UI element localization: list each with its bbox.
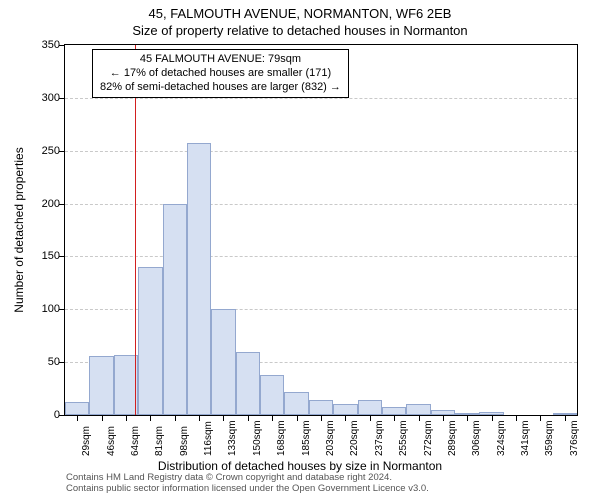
x-tick-label: 98sqm bbox=[179, 426, 190, 456]
x-tick-label: 220sqm bbox=[349, 420, 360, 456]
y-tick-label: 350 bbox=[20, 39, 60, 51]
y-tick-mark bbox=[59, 45, 64, 46]
x-tick-mark bbox=[492, 416, 493, 421]
histogram-bar bbox=[479, 412, 503, 415]
histogram-bar bbox=[333, 404, 357, 415]
footer-line2: Contains public sector information licen… bbox=[66, 483, 429, 494]
histogram-bar bbox=[187, 143, 211, 415]
y-tick-mark bbox=[59, 309, 64, 310]
y-tick-label: 100 bbox=[20, 303, 60, 315]
x-tick-mark bbox=[102, 416, 103, 421]
x-tick-label: 46sqm bbox=[106, 426, 117, 456]
histogram-bar bbox=[260, 375, 284, 415]
x-tick-label: 81sqm bbox=[154, 426, 165, 456]
plot-inner bbox=[65, 45, 577, 415]
histogram-bar bbox=[138, 267, 162, 415]
y-tick-mark bbox=[59, 362, 64, 363]
y-tick-label: 300 bbox=[20, 92, 60, 104]
x-axis-label: Distribution of detached houses by size … bbox=[0, 459, 600, 473]
y-tick-mark bbox=[59, 256, 64, 257]
x-tick-mark bbox=[516, 416, 517, 421]
x-tick-label: 376sqm bbox=[569, 420, 580, 456]
marker-line bbox=[135, 45, 136, 415]
plot-area bbox=[64, 44, 578, 416]
chart-title-line1: 45, FALMOUTH AVENUE, NORMANTON, WF6 2EB bbox=[0, 0, 600, 21]
histogram-bar bbox=[65, 402, 89, 415]
x-tick-label: 359sqm bbox=[544, 420, 555, 456]
x-tick-label: 255sqm bbox=[398, 420, 409, 456]
y-axis-label: Number of detached properties bbox=[12, 147, 26, 312]
x-tick-label: 237sqm bbox=[374, 420, 385, 456]
x-tick-mark bbox=[443, 416, 444, 421]
x-tick-mark bbox=[223, 416, 224, 421]
y-tick-label: 250 bbox=[20, 145, 60, 157]
histogram-bar bbox=[236, 352, 260, 415]
x-tick-label: 168sqm bbox=[276, 420, 287, 456]
x-tick-label: 341sqm bbox=[520, 420, 531, 456]
gridline-h bbox=[65, 204, 577, 205]
histogram-bar bbox=[211, 309, 235, 415]
y-tick-label: 150 bbox=[20, 250, 60, 262]
x-tick-label: 289sqm bbox=[447, 420, 458, 456]
y-tick-mark bbox=[59, 415, 64, 416]
histogram-bar bbox=[406, 404, 430, 415]
histogram-bar bbox=[163, 204, 187, 415]
x-tick-mark bbox=[467, 416, 468, 421]
histogram-bar bbox=[89, 356, 113, 415]
annotation-line3: 82% of semi-detached houses are larger (… bbox=[100, 81, 341, 95]
x-tick-mark bbox=[77, 416, 78, 421]
x-tick-mark bbox=[565, 416, 566, 421]
x-tick-label: 306sqm bbox=[471, 420, 482, 456]
x-tick-mark bbox=[540, 416, 541, 421]
x-tick-mark bbox=[175, 416, 176, 421]
x-tick-mark bbox=[126, 416, 127, 421]
x-tick-mark bbox=[419, 416, 420, 421]
chart-title-line2: Size of property relative to detached ho… bbox=[0, 21, 600, 38]
x-tick-mark bbox=[394, 416, 395, 421]
annotation-line2: ← 17% of detached houses are smaller (17… bbox=[100, 67, 341, 81]
y-tick-mark bbox=[59, 204, 64, 205]
x-tick-label: 185sqm bbox=[301, 420, 312, 456]
gridline-h bbox=[65, 151, 577, 152]
annotation-box: 45 FALMOUTH AVENUE: 79sqm ← 17% of detac… bbox=[92, 49, 349, 98]
footer-attribution: Contains HM Land Registry data © Crown c… bbox=[66, 472, 429, 495]
histogram-bar bbox=[431, 410, 455, 415]
y-tick-label: 0 bbox=[20, 409, 60, 421]
chart-container: 45, FALMOUTH AVENUE, NORMANTON, WF6 2EB … bbox=[0, 0, 600, 500]
x-tick-mark bbox=[272, 416, 273, 421]
x-tick-label: 29sqm bbox=[81, 426, 92, 456]
y-tick-label: 200 bbox=[20, 198, 60, 210]
histogram-bar bbox=[382, 407, 406, 415]
histogram-bar bbox=[553, 413, 577, 415]
x-tick-mark bbox=[345, 416, 346, 421]
gridline-h bbox=[65, 256, 577, 257]
x-tick-mark bbox=[297, 416, 298, 421]
histogram-bar bbox=[455, 413, 479, 415]
x-tick-mark bbox=[370, 416, 371, 421]
y-tick-mark bbox=[59, 151, 64, 152]
x-tick-mark bbox=[248, 416, 249, 421]
y-tick-label: 50 bbox=[20, 356, 60, 368]
histogram-bar bbox=[309, 400, 333, 415]
x-tick-mark bbox=[321, 416, 322, 421]
x-tick-label: 133sqm bbox=[227, 420, 238, 456]
x-tick-label: 150sqm bbox=[252, 420, 263, 456]
y-tick-mark bbox=[59, 98, 64, 99]
x-tick-label: 272sqm bbox=[423, 420, 434, 456]
x-tick-label: 64sqm bbox=[130, 426, 141, 456]
x-tick-label: 324sqm bbox=[496, 420, 507, 456]
histogram-bar bbox=[284, 392, 308, 415]
annotation-line1: 45 FALMOUTH AVENUE: 79sqm bbox=[100, 53, 341, 67]
histogram-bar bbox=[358, 400, 382, 415]
x-tick-mark bbox=[199, 416, 200, 421]
x-tick-label: 203sqm bbox=[325, 420, 336, 456]
x-tick-label: 116sqm bbox=[203, 421, 214, 456]
footer-line1: Contains HM Land Registry data © Crown c… bbox=[66, 472, 429, 483]
x-tick-mark bbox=[150, 416, 151, 421]
